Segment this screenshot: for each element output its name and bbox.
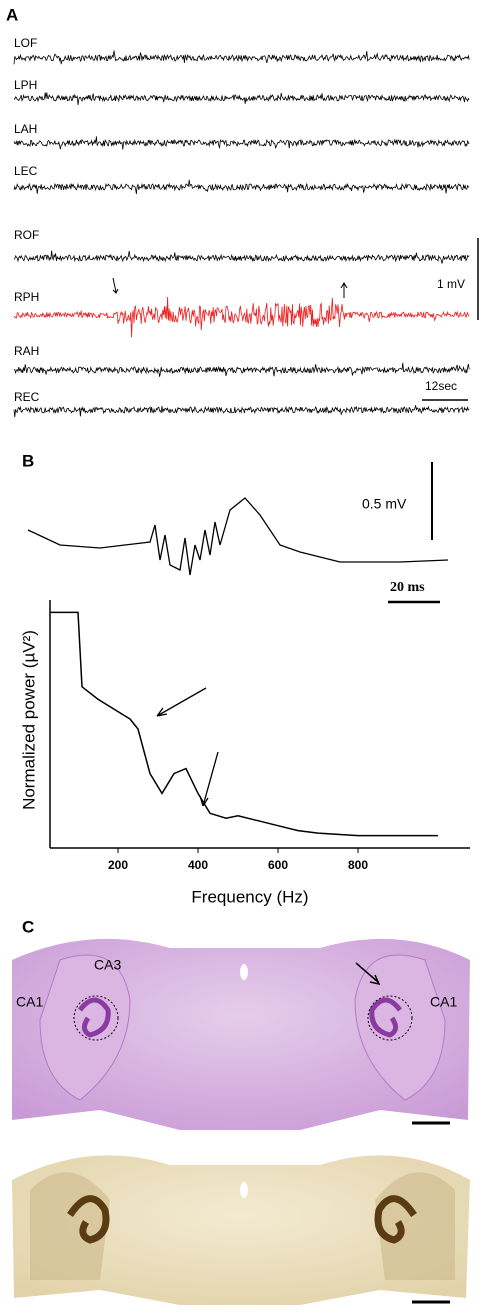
x-tick-label: 400 <box>188 858 208 872</box>
eeg-trace <box>13 362 470 377</box>
channel-label: ROF <box>14 228 39 242</box>
arrow <box>156 687 207 717</box>
region-label: CA1 <box>430 994 457 1010</box>
eeg-trace <box>13 50 470 65</box>
scale-label: 0.5 mV <box>362 496 407 512</box>
y-axis-label: Normalized power (µV²) <box>19 630 38 810</box>
eeg-trace <box>13 250 470 264</box>
x-tick-label: 800 <box>348 858 368 872</box>
scale-label: 12sec <box>425 379 457 393</box>
region-label: CA1 <box>16 994 43 1010</box>
x-axis-label: Frequency (Hz) <box>191 887 308 906</box>
channel-label: LOF <box>14 36 37 50</box>
spectrum-line <box>50 611 438 837</box>
histology-he <box>12 938 470 1130</box>
channel-label: RPH <box>14 290 39 304</box>
scale-label: 20 ms <box>390 580 425 595</box>
histology-stain <box>12 1155 470 1305</box>
channel-label: LAH <box>14 122 37 136</box>
channel-label: RAH <box>14 344 39 358</box>
eeg-trace <box>13 136 470 150</box>
x-tick-label: 200 <box>108 858 128 872</box>
arrow <box>199 751 219 807</box>
panel-label: C <box>22 917 34 936</box>
region-label: CA3 <box>94 957 121 973</box>
lfp-trace <box>27 497 449 576</box>
channel-label: LPH <box>14 78 37 92</box>
panel-label: A <box>6 5 18 24</box>
panel-label: B <box>22 451 34 470</box>
scale-label: 1 mV <box>437 277 465 291</box>
arrow <box>112 277 119 294</box>
eeg-trace <box>13 92 470 106</box>
channel-label: REC <box>14 390 40 404</box>
eeg-trace <box>13 296 470 338</box>
x-tick-label: 600 <box>268 858 288 872</box>
arrow <box>340 282 348 298</box>
eeg-trace <box>13 405 470 418</box>
eeg-trace <box>13 179 470 194</box>
channel-label: LEC <box>14 164 38 178</box>
